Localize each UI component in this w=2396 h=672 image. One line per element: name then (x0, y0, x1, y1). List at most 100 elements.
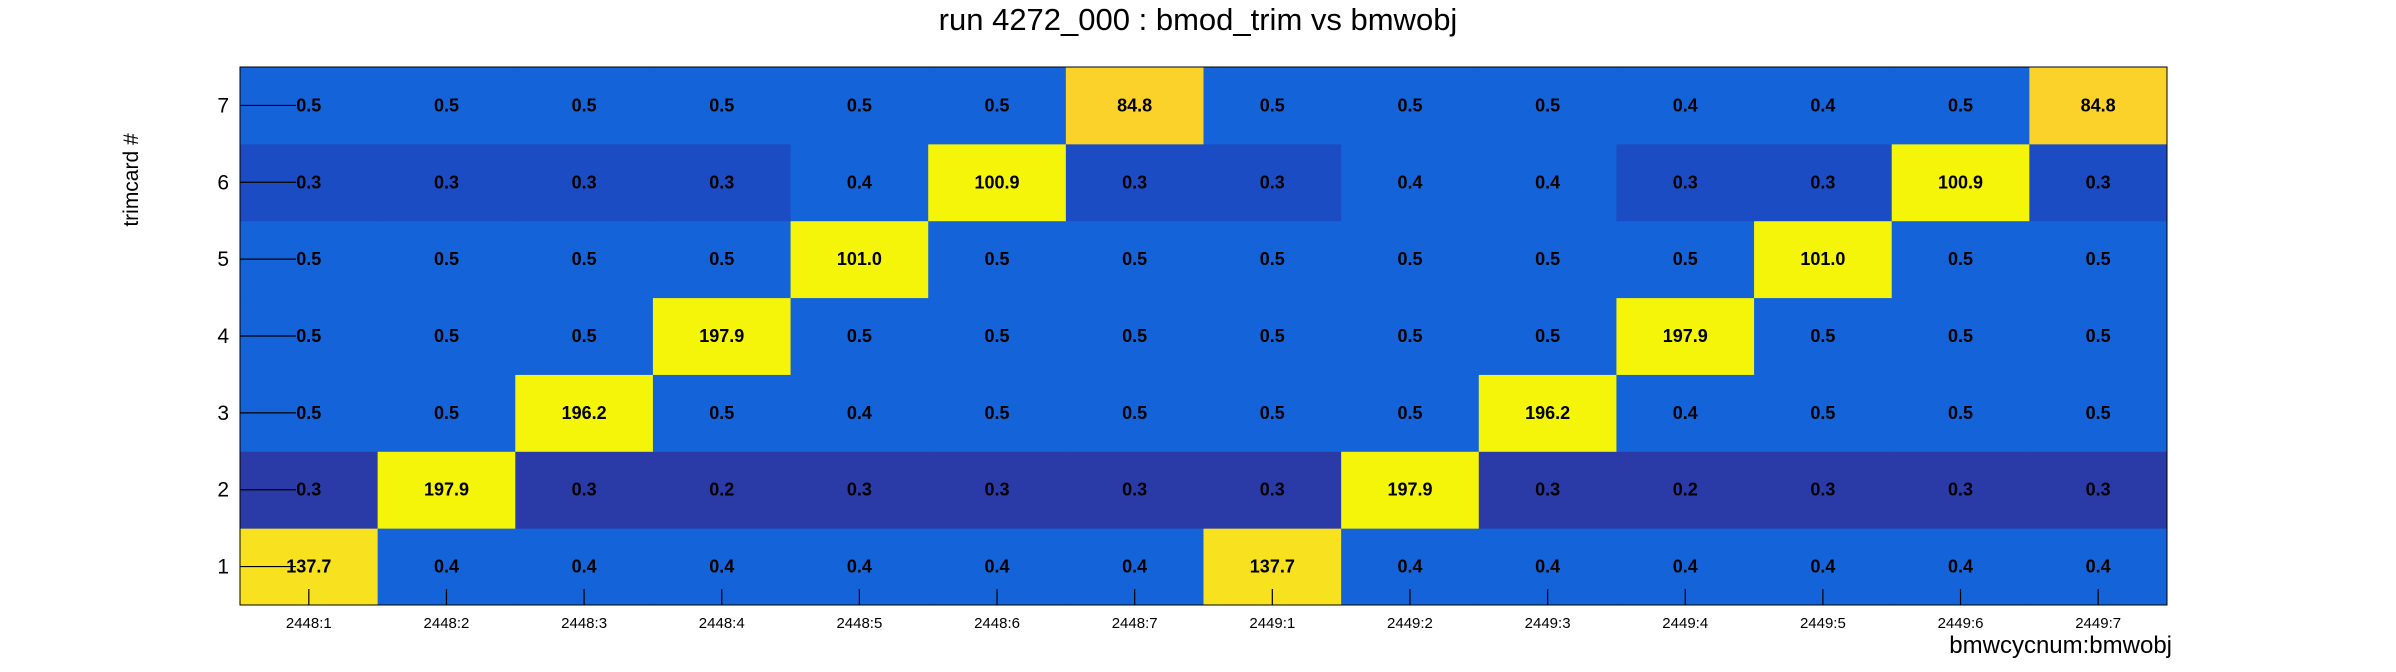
heatmap-cell (790, 143, 929, 222)
cell-value-label: 196.2 (562, 403, 607, 423)
y-tick-label: 7 (217, 94, 229, 117)
cell-value-label: 0.4 (709, 557, 734, 577)
x-tick-label: 2449:6 (1938, 615, 1984, 632)
y-tick-label: 1 (217, 556, 229, 579)
heatmap-cell (1478, 67, 1617, 145)
heatmap-cell (1341, 297, 1480, 375)
cell-value-label: 0.4 (1397, 172, 1422, 192)
cell-value-label: 0.4 (847, 172, 872, 192)
heatmap-cell (1203, 67, 1342, 145)
y-tick-label: 3 (217, 402, 229, 425)
cell-value-label: 0.3 (847, 480, 872, 500)
cell-value-label: 0.5 (572, 95, 597, 115)
cell-value-label: 0.5 (709, 95, 734, 115)
y-tick-label: 5 (217, 248, 229, 271)
cell-value-label: 0.5 (296, 326, 321, 346)
x-tick-label: 2448:6 (974, 615, 1020, 632)
cell-value-label: 0.5 (985, 326, 1010, 346)
heatmap-cell (652, 451, 792, 529)
cell-value-label: 100.9 (975, 172, 1020, 192)
x-tick-label: 2449:4 (1662, 615, 1708, 632)
heatmap-cell (1891, 67, 2030, 145)
heatmap-cell (1478, 220, 1617, 299)
cell-value-label: 0.5 (1260, 95, 1285, 115)
cell-value-label: 0.5 (1260, 249, 1285, 269)
cell-value-label: 84.8 (1117, 95, 1152, 115)
heatmap-cell (928, 297, 1067, 375)
heatmap-cell (1616, 220, 1755, 299)
cell-value-label: 0.2 (1673, 480, 1698, 500)
cell-value-label: 197.9 (1663, 326, 1708, 346)
cell-value-label: 0.4 (434, 557, 459, 577)
cell-value-label: 0.4 (1810, 95, 1835, 115)
x-axis-label: bmwcycnum:bmwobj (1949, 632, 2172, 659)
heatmap-cell (790, 297, 929, 375)
cell-value-label: 0.5 (1948, 403, 1973, 423)
cell-value-label: 0.5 (847, 326, 872, 346)
heatmap-cell (1754, 67, 1893, 145)
y-tick-label: 6 (217, 171, 229, 194)
heatmap-cell (377, 451, 516, 529)
cell-value-label: 0.5 (434, 326, 459, 346)
cell-value-label: 0.3 (2086, 480, 2111, 500)
cell-value-label: 0.5 (1673, 249, 1698, 269)
heatmap-cell (652, 67, 792, 145)
cell-value-label: 0.5 (1948, 95, 1973, 115)
x-tick-label: 2448:1 (286, 615, 332, 632)
heatmap-cell (790, 451, 929, 529)
cell-value-label: 196.2 (1525, 403, 1570, 423)
heatmap-cell (1754, 297, 1893, 375)
x-tick-label: 2449:3 (1525, 615, 1571, 632)
cell-value-label: 0.5 (572, 326, 597, 346)
cell-value-label: 0.5 (1122, 326, 1147, 346)
cell-value-label: 0.4 (2086, 557, 2111, 577)
cell-value-label: 0.5 (1397, 249, 1422, 269)
heatmap-cell (928, 143, 1067, 222)
cell-value-label: 0.5 (1122, 403, 1147, 423)
cell-value-label: 0.5 (1397, 326, 1422, 346)
cell-value-label: 197.9 (1387, 480, 1432, 500)
cell-value-label: 0.5 (1535, 249, 1560, 269)
cell-value-label: 137.7 (286, 557, 331, 577)
x-tick-label: 2449:2 (1387, 615, 1433, 632)
heatmap-cell (2029, 297, 2168, 375)
heatmap-cell (1341, 67, 1480, 145)
cell-value-label: 0.4 (985, 557, 1010, 577)
cell-value-label: 0.3 (2086, 172, 2111, 192)
heatmap-cell (1478, 451, 1617, 529)
heatmap-cell (1616, 67, 1755, 145)
cell-value-label: 0.3 (434, 172, 459, 192)
cell-value-label: 0.3 (985, 480, 1010, 500)
cell-value-label: 0.5 (434, 249, 459, 269)
y-tick-label: 4 (217, 325, 229, 348)
heatmap-cell (377, 143, 516, 222)
cell-value-label: 0.5 (434, 403, 459, 423)
heatmap-cell (1754, 143, 1893, 222)
heatmap-cell (377, 220, 516, 299)
cell-value-label: 100.9 (1938, 172, 1983, 192)
heatmap-cell (1065, 374, 1204, 452)
heatmap-cell (515, 143, 654, 222)
cell-value-label: 0.3 (1810, 172, 1835, 192)
heatmap-cell (790, 220, 929, 299)
cell-value-label: 0.4 (847, 557, 872, 577)
cell-value-label: 101.0 (1800, 249, 1845, 269)
heatmap-cell (790, 67, 929, 145)
heatmap-cell (2029, 451, 2168, 529)
cell-value-label: 0.5 (1948, 249, 1973, 269)
heatmap-cell (1203, 297, 1342, 375)
cell-value-label: 197.9 (699, 326, 744, 346)
cell-value-label: 0.3 (1122, 480, 1147, 500)
cell-value-label: 0.4 (1535, 172, 1560, 192)
cell-value-label: 0.4 (1673, 95, 1698, 115)
heatmap-cell (1341, 374, 1480, 452)
heatmap-cell (652, 297, 792, 375)
cell-value-label: 0.3 (1673, 172, 1698, 192)
heatmap-cell (1203, 143, 1342, 222)
cell-value-label: 0.5 (985, 249, 1010, 269)
heatmap-cell (1891, 143, 2030, 222)
x-tick-label: 2449:7 (2075, 615, 2121, 632)
cell-value-label: 0.5 (1260, 326, 1285, 346)
heatmap-cell (377, 297, 516, 375)
